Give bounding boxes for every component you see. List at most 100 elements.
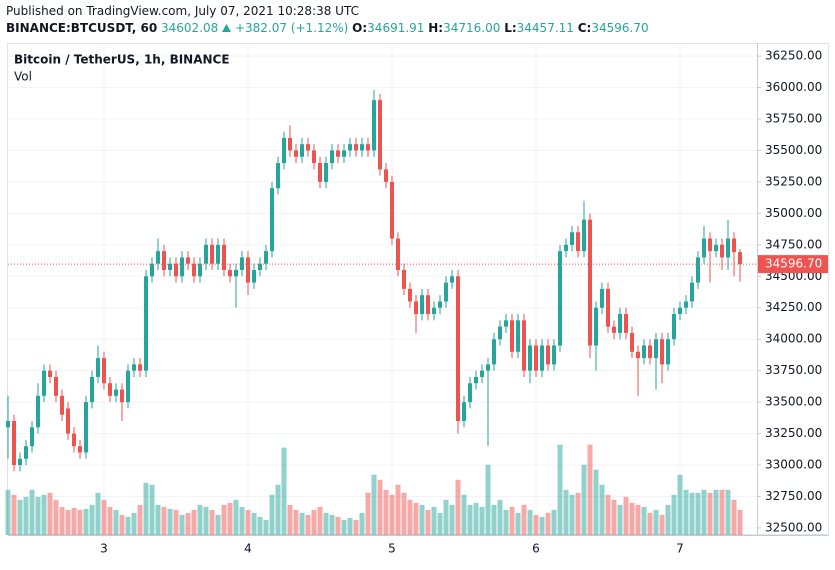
symbol: BINANCE:BTCUSDT, 60 bbox=[6, 21, 158, 35]
volume-bar bbox=[59, 506, 65, 535]
volume-bar bbox=[473, 502, 479, 535]
volume-bar bbox=[569, 494, 575, 535]
volume-bar bbox=[401, 492, 407, 535]
volume-bar bbox=[503, 509, 509, 535]
volume-bar bbox=[125, 516, 131, 535]
volume-bar bbox=[431, 506, 437, 535]
ohlc-value: 34596.70 bbox=[591, 21, 649, 35]
candle-body bbox=[570, 232, 574, 245]
ohlc-key: O: bbox=[352, 21, 368, 35]
candle-body bbox=[630, 332, 634, 352]
volume-bar bbox=[605, 494, 611, 535]
candle-body bbox=[78, 446, 82, 453]
volume-bar bbox=[389, 494, 395, 535]
volume-bar bbox=[365, 492, 371, 535]
candle-body bbox=[450, 276, 454, 283]
volume-bar bbox=[209, 509, 215, 535]
volume-bar bbox=[23, 496, 29, 535]
volume-bar bbox=[647, 512, 653, 535]
candle-body bbox=[474, 376, 478, 384]
volume-bar bbox=[131, 512, 137, 535]
last-price-label: 34596.70 bbox=[765, 257, 822, 271]
symbol-line: BINANCE:BTCUSDT, 60 34602.08 +382.07 (+1… bbox=[6, 21, 649, 35]
volume-bar bbox=[395, 484, 401, 535]
y-tick-label: 35750.00 bbox=[765, 112, 822, 126]
candle-body bbox=[522, 320, 526, 371]
volume-bar bbox=[251, 512, 257, 535]
candle-body bbox=[96, 358, 100, 377]
volume-bar bbox=[203, 506, 209, 535]
candle-body bbox=[318, 163, 322, 182]
candle-body bbox=[174, 263, 178, 277]
candle-body bbox=[108, 383, 112, 396]
volume-bar bbox=[299, 512, 305, 535]
up-arrow bbox=[222, 24, 232, 32]
y-tick-label: 35500.00 bbox=[765, 143, 822, 157]
volume-bar bbox=[719, 489, 725, 535]
y-tick-label: 33250.00 bbox=[765, 426, 822, 440]
volume-bar bbox=[143, 482, 149, 535]
candle-body bbox=[690, 282, 694, 302]
volume-bar bbox=[101, 499, 107, 535]
candle-body bbox=[606, 288, 610, 327]
published-line: Published on TradingView.com, July 07, 2… bbox=[6, 4, 359, 18]
candle-body bbox=[168, 263, 172, 270]
volume-bar bbox=[149, 484, 155, 535]
y-tick-label: 35000.00 bbox=[765, 206, 822, 220]
candle-body bbox=[324, 163, 328, 182]
candle-body bbox=[84, 402, 88, 453]
volume-bar bbox=[191, 509, 197, 535]
volume-bar bbox=[275, 484, 281, 535]
volume-bar bbox=[587, 444, 593, 535]
volume-bar bbox=[305, 514, 311, 535]
volume-bar bbox=[617, 504, 623, 535]
candle-body bbox=[696, 257, 700, 283]
volume-bar bbox=[713, 489, 719, 535]
volume-bar bbox=[287, 504, 293, 535]
candle-body bbox=[672, 314, 676, 340]
candle-body bbox=[432, 307, 436, 315]
candle-body bbox=[576, 232, 580, 252]
volume-bar bbox=[665, 504, 671, 535]
candle-body bbox=[120, 389, 124, 403]
candle-body bbox=[18, 458, 22, 466]
candle-body bbox=[366, 144, 370, 151]
candle-body bbox=[558, 251, 562, 346]
volume-bar bbox=[695, 492, 701, 535]
y-tick-label: 32500.00 bbox=[765, 520, 822, 534]
volume-bar bbox=[683, 489, 689, 535]
volume-bar bbox=[137, 504, 143, 535]
volume-bar bbox=[377, 479, 383, 535]
volume-bar bbox=[239, 506, 245, 535]
volume-bar bbox=[545, 512, 551, 535]
candle-body bbox=[726, 238, 730, 258]
candle-body bbox=[546, 345, 550, 365]
volume-bar bbox=[461, 494, 467, 535]
candle-body bbox=[6, 420, 10, 428]
candle-body bbox=[228, 269, 232, 277]
volume-bar bbox=[107, 506, 113, 535]
candle-body bbox=[390, 181, 394, 239]
candle-body bbox=[624, 314, 628, 333]
volume-bar bbox=[233, 499, 239, 535]
candle-body bbox=[720, 244, 724, 258]
candle-body bbox=[204, 244, 208, 264]
volume-bar bbox=[341, 519, 347, 535]
volume-bar bbox=[527, 509, 533, 535]
candle-body bbox=[198, 263, 202, 277]
volume-bar bbox=[167, 508, 173, 535]
volume-bar bbox=[197, 504, 203, 535]
candle-body bbox=[30, 427, 34, 447]
y-tick-label: 36250.00 bbox=[765, 49, 822, 63]
candle-body bbox=[414, 301, 418, 315]
candle-body bbox=[636, 351, 640, 359]
volume-bar bbox=[317, 506, 323, 535]
volume-bar bbox=[413, 502, 419, 535]
volume-bar bbox=[659, 514, 665, 535]
volume-bar bbox=[629, 502, 635, 535]
y-tick-label: 34750.00 bbox=[765, 237, 822, 251]
volume-bar bbox=[179, 514, 185, 535]
volume-bar bbox=[671, 494, 677, 535]
candle-body bbox=[60, 395, 64, 415]
candle-body bbox=[588, 219, 592, 346]
